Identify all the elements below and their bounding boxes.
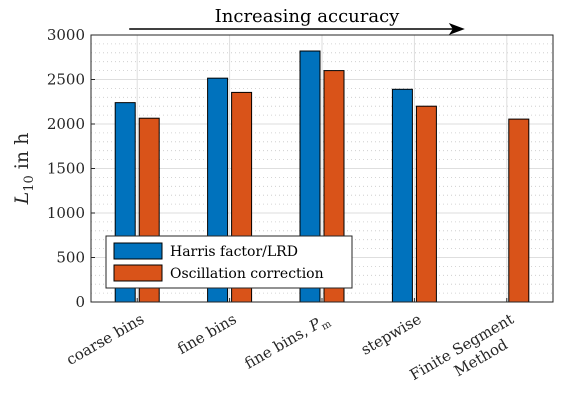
x-tick-label-text: fine bins, Pm	[241, 310, 334, 376]
legend-swatch-oscillation	[113, 264, 163, 282]
y-tick-label: 3000	[47, 26, 85, 44]
x-tick-label-text: stepwise	[358, 310, 425, 359]
bar-oscillation-4	[508, 118, 530, 303]
y-tick-label: 2500	[47, 71, 85, 89]
y-tick-label: 500	[56, 249, 85, 267]
legend-entry-oscillation: Oscillation correction	[170, 266, 324, 282]
y-axis-label-subscript: 10	[22, 175, 37, 192]
y-tick-label: 1500	[47, 160, 85, 178]
y-tick-label: 1000	[47, 204, 85, 222]
legend-swatch-harris	[113, 242, 163, 260]
y-axis-label-unit: in h	[11, 133, 33, 176]
x-axis: coarse bins fine bins fine bins, Pm stepwis…	[63, 298, 517, 384]
annotation-arrow-head	[448, 23, 465, 35]
x-tick-label: stepwise	[358, 310, 425, 359]
x-tick-label-text: coarse bins	[63, 310, 147, 369]
annotation-text: Increasing accuracy	[215, 6, 401, 27]
legend-entry-harris: Harris factor/LRD	[170, 244, 298, 260]
accuracy-annotation: Increasing accuracy	[129, 6, 465, 35]
y-axis: 0 500 1000 1500 2000 2500 3000	[47, 26, 95, 311]
x-tick-label: fine bins	[174, 310, 239, 358]
bar-oscillation-3	[415, 105, 437, 303]
y-tick-label: 2000	[47, 115, 85, 133]
legend: Harris factor/LRD Oscillation correction	[105, 235, 353, 289]
bar-harris-3	[391, 88, 413, 303]
y-tick-label: 0	[75, 293, 85, 311]
y-axis-label-main: L	[11, 192, 33, 206]
x-tick-label: coarse bins	[63, 310, 147, 369]
x-tick-label-text: fine bins	[174, 310, 239, 358]
x-tick-label: fine bins, Pm	[241, 310, 334, 376]
y-axis-label: L10 in h	[11, 133, 37, 206]
